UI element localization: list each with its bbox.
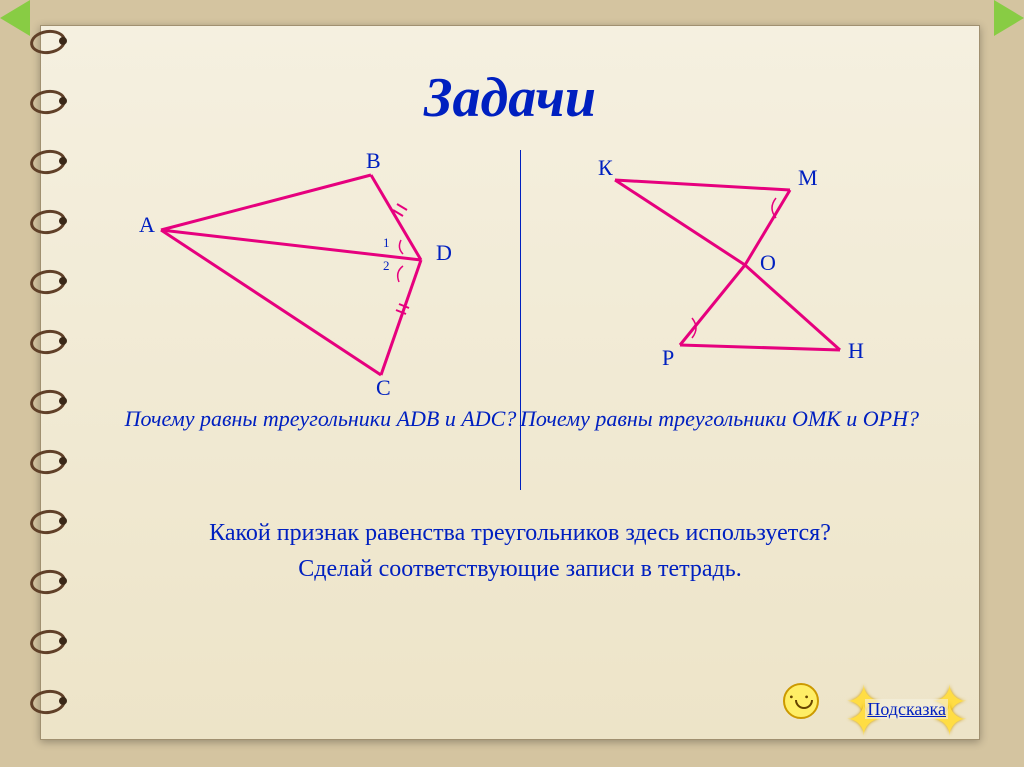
content-area: А В D С 1 2 Почему равны треугольники AD… <box>41 150 979 587</box>
problems-row: А В D С 1 2 Почему равны треугольники AD… <box>121 150 919 490</box>
label-C: С <box>376 375 391 401</box>
label-H: Н <box>848 338 864 364</box>
hint-button[interactable]: ✦ ✦ ✦ ✦ Подсказка <box>859 695 954 724</box>
problem-1: А В D С 1 2 Почему равны треугольники AD… <box>121 150 520 490</box>
label-B: В <box>366 148 381 174</box>
label-angle-1: 1 <box>383 235 390 251</box>
label-M: М <box>798 165 818 191</box>
label-A: А <box>139 212 155 238</box>
question-1: Почему равны треугольники ADB и ADC? <box>121 405 520 434</box>
problem-2: К М О Р Н Почему равны треугольники ОМК … <box>520 150 919 490</box>
label-D: D <box>436 240 452 266</box>
diagram-1: А В D С 1 2 <box>121 150 520 400</box>
smiley-icon <box>783 683 819 719</box>
hint-label: Подсказка <box>865 699 948 719</box>
instruction-line-1: Какой признак равенства треугольников зд… <box>161 515 879 551</box>
label-angle-2: 2 <box>383 258 390 274</box>
triangle-adb-adc <box>121 150 501 400</box>
spiral-binding <box>30 30 70 730</box>
label-K: К <box>598 155 613 181</box>
instruction-line-2: Сделай соответствующие записи в тетрадь. <box>161 551 879 587</box>
question-2: Почему равны треугольники ОМК и ОРН? <box>520 405 919 434</box>
nav-next-button[interactable] <box>994 0 1024 36</box>
diagram-2: К М О Р Н <box>520 150 919 400</box>
nav-prev-button[interactable] <box>0 0 30 36</box>
label-O: О <box>760 250 776 276</box>
page-title: Задачи <box>41 66 979 130</box>
label-P: Р <box>662 345 674 371</box>
slide-page: Задачи <box>40 25 980 740</box>
bottom-instructions: Какой признак равенства треугольников зд… <box>121 515 919 587</box>
